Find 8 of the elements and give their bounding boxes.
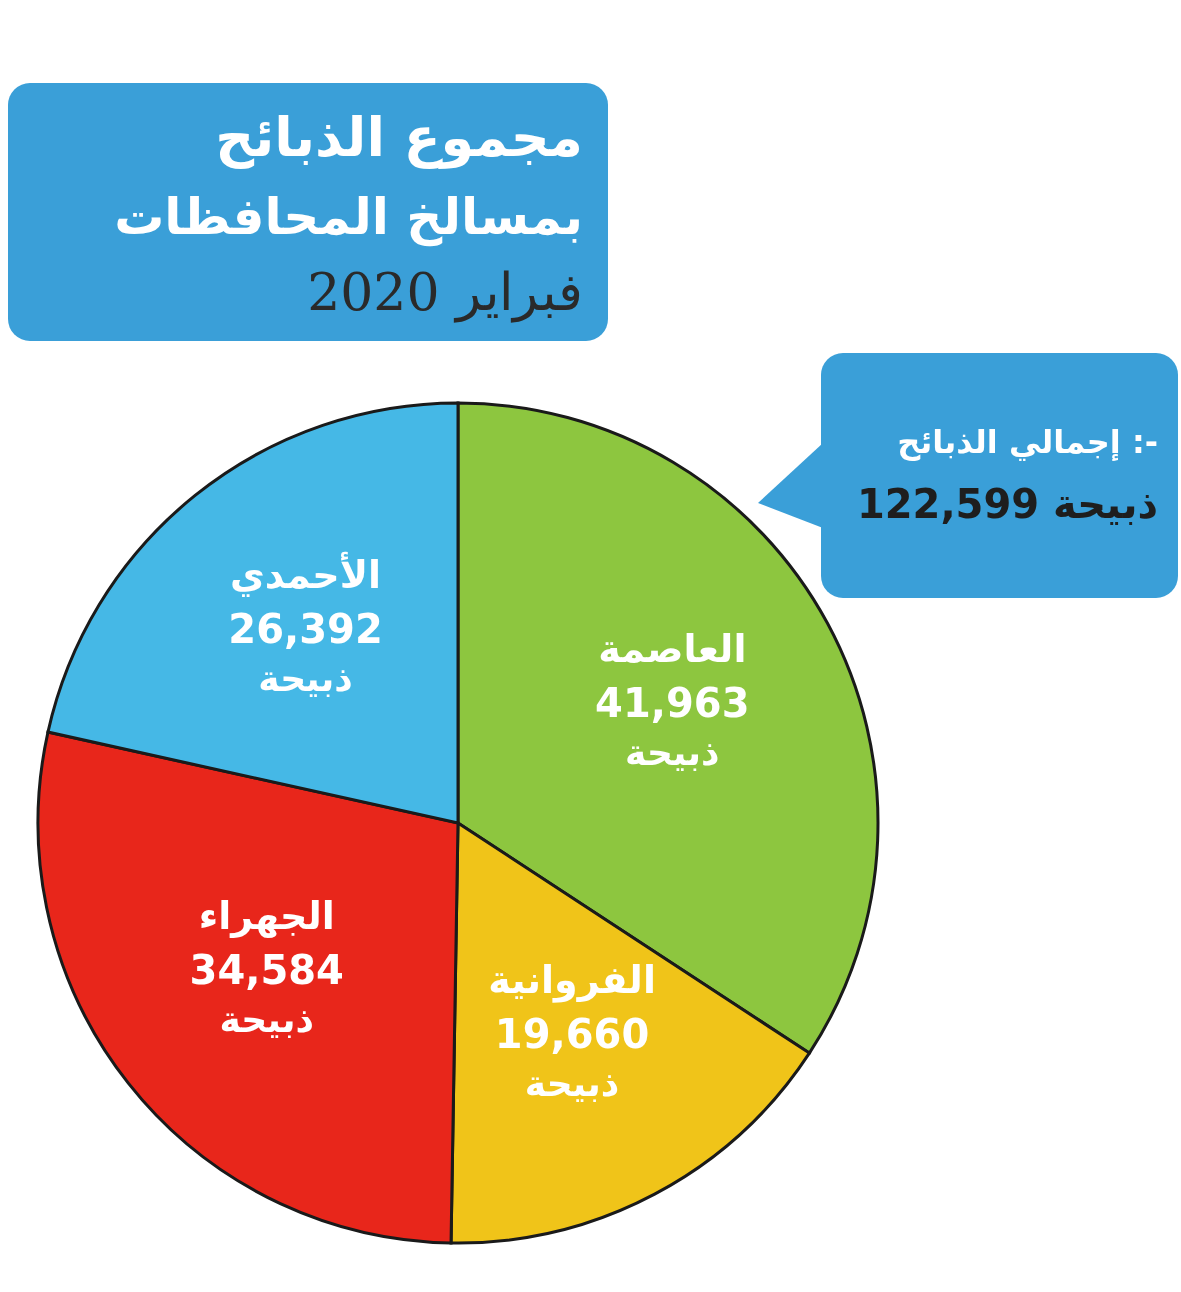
chart-subtitle: فبراير 2020 [307,262,583,323]
text: إجمالي الذبائح :- [897,423,1158,462]
slice-label: العاصمة [598,627,747,672]
slice-label: الأحمدي [230,551,382,598]
chart-title: مجموع الذبائح بمسالخ المحافظات [114,106,583,247]
slice-label: الفروانية [488,958,656,1004]
text: 122,599 ذبيحة [856,481,1158,527]
slice-label: الجهراء [198,893,335,938]
